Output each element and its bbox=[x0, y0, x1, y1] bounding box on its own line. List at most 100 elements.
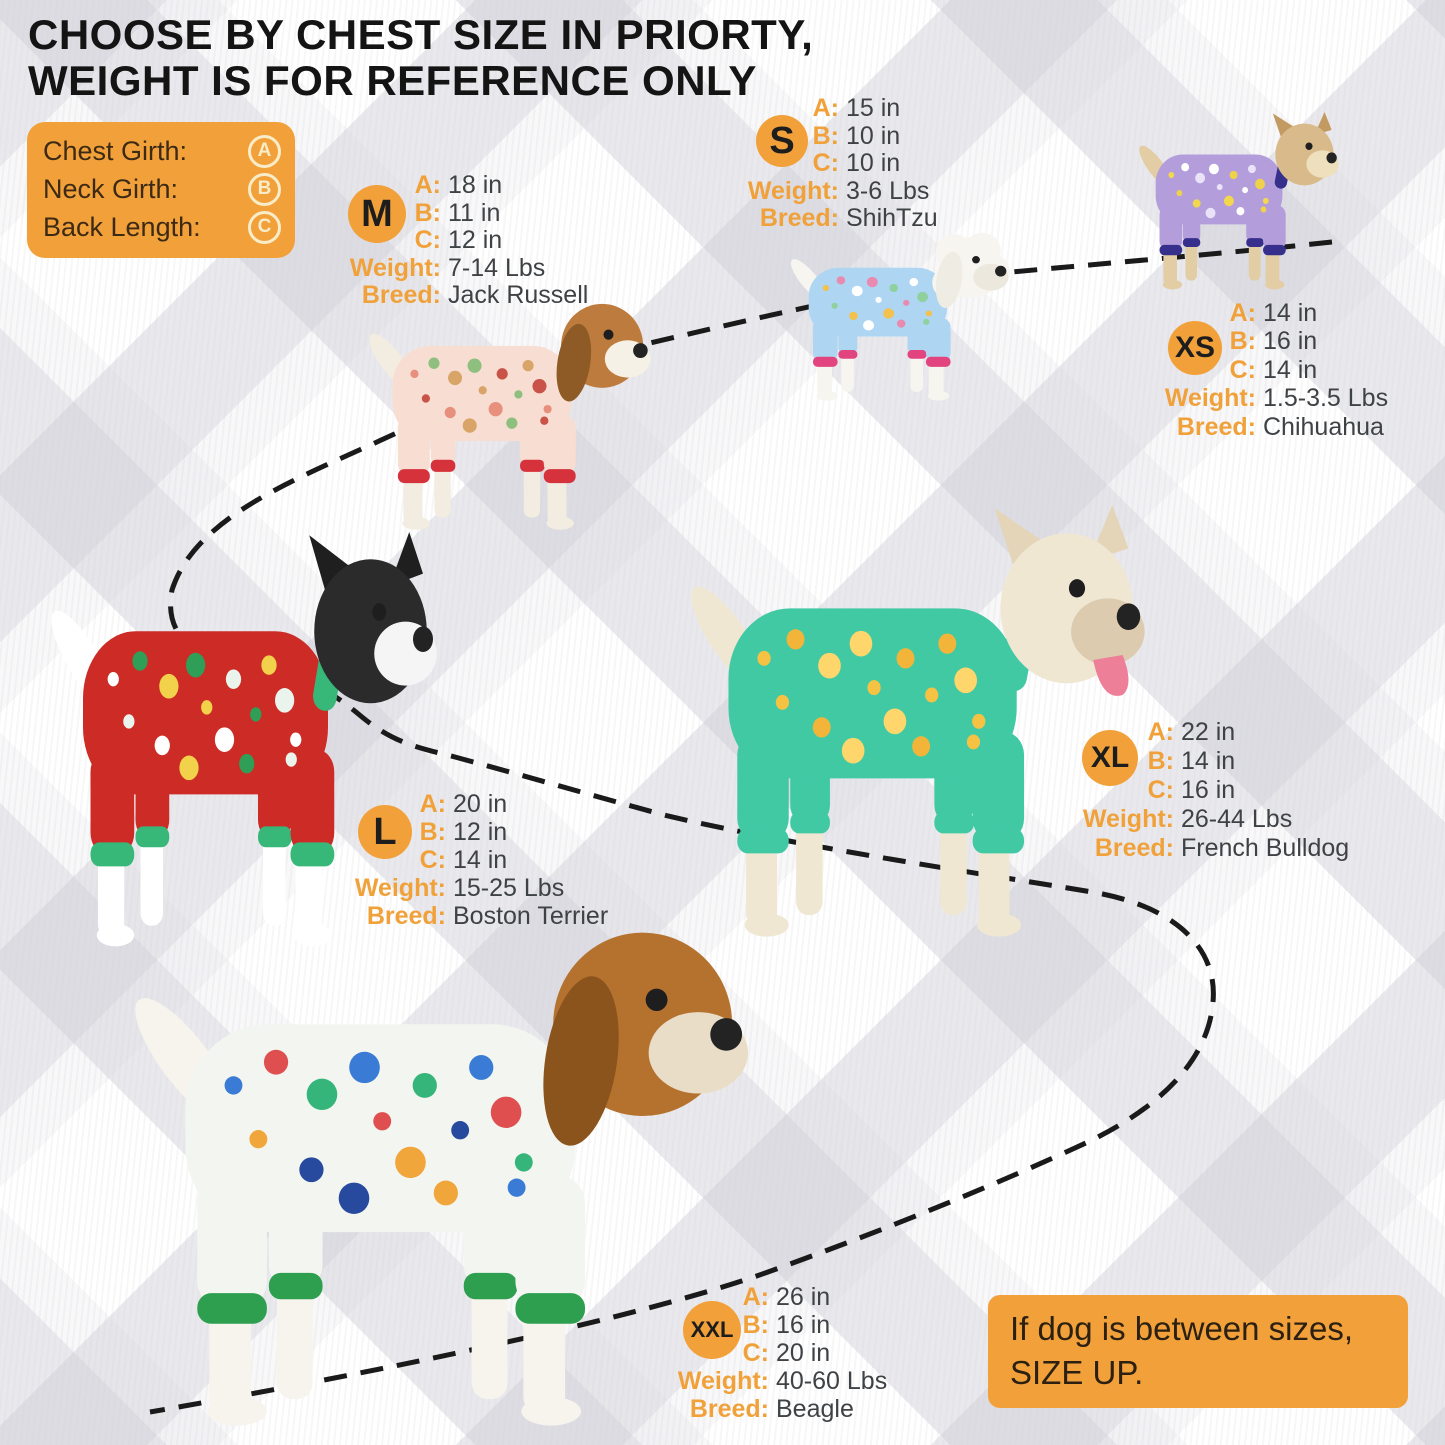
spec-row-back-length: C: 14 in bbox=[1147, 356, 1388, 385]
sizing-note: If dog is between sizes, SIZE UP. bbox=[988, 1295, 1408, 1409]
circled-b-icon: B bbox=[248, 172, 281, 206]
spec-row-chest-girth: A: 26 in bbox=[660, 1283, 887, 1311]
size-spec-l: A: 20 in B: 12 in C: 14 in Weight: 15-25 Lbs Bre… bbox=[337, 790, 608, 930]
spec-label-breed: Breed: bbox=[1094, 834, 1174, 862]
spec-value-neck-girth: 10 in bbox=[846, 121, 901, 150]
spec-value-chest-girth: 18 in bbox=[448, 171, 503, 200]
spec-row-breed: Breed: Chihuahua bbox=[1147, 413, 1388, 442]
spec-label-neck-girth: B: bbox=[1147, 747, 1174, 775]
dog-photo-m-jack-russell bbox=[345, 288, 655, 540]
spec-value-chest-girth: 14 in bbox=[1263, 298, 1318, 327]
size-spec-xxl: A: 26 in B: 16 in C: 20 in Weight: 40-60 Lbs Bre… bbox=[660, 1283, 887, 1423]
spec-row-back-length: C: 20 in bbox=[660, 1339, 887, 1367]
spec-value-breed: Beagle bbox=[776, 1394, 854, 1423]
spec-label-neck-girth: B: bbox=[812, 121, 839, 150]
spec-label-chest-girth: A: bbox=[742, 1282, 769, 1311]
legend-row-chest: Chest Girth: A bbox=[43, 132, 281, 170]
dog-photo-xl-french-bulldog bbox=[652, 505, 1152, 955]
spec-label-chest-girth: A: bbox=[414, 171, 441, 200]
legend-label: Chest Girth: bbox=[43, 135, 188, 166]
size-badge-xl: XL bbox=[1082, 730, 1138, 786]
circled-c-icon: C bbox=[248, 210, 281, 244]
spec-label-breed: Breed: bbox=[689, 1394, 769, 1423]
spec-value-back-length: 16 in bbox=[1181, 776, 1236, 804]
spec-row-neck-girth: B: 12 in bbox=[337, 818, 608, 846]
legend-label: Back Length: bbox=[43, 211, 201, 242]
spec-row-weight: Weight: 15-25 Lbs bbox=[337, 874, 608, 902]
size-spec-m: A: 18 in B: 11 in C: 12 in Weight: 7-14 Lbs Bree… bbox=[332, 171, 589, 310]
spec-label-back-length: C: bbox=[1147, 776, 1174, 804]
spec-label-neck-girth: B: bbox=[1229, 327, 1256, 356]
spec-value-breed: ShihTzu bbox=[846, 204, 938, 233]
spec-value-back-length: 20 in bbox=[776, 1338, 831, 1367]
spec-value-breed: French Bulldog bbox=[1181, 834, 1350, 862]
spec-label-neck-girth: B: bbox=[414, 198, 441, 227]
spec-value-neck-girth: 16 in bbox=[776, 1310, 831, 1339]
spec-row-neck-girth: B: 11 in bbox=[332, 198, 588, 228]
size-badge-s: S bbox=[756, 115, 808, 167]
spec-label-weight: Weight: bbox=[349, 253, 441, 282]
size-badge-m: M bbox=[348, 185, 406, 243]
spec-row-breed: Breed: Boston Terrier bbox=[337, 902, 608, 930]
spec-label-breed: Breed: bbox=[366, 901, 446, 930]
size-spec-xs: A: 14 in B: 16 in C: 14 in Weight: 1.5-3.5 Lbs B… bbox=[1147, 299, 1388, 442]
spec-value-neck-girth: 14 in bbox=[1181, 747, 1236, 775]
spec-row-back-length: C: 10 in bbox=[730, 149, 938, 178]
spec-value-neck-girth: 16 in bbox=[1263, 327, 1318, 356]
size-badge-xs: XS bbox=[1168, 321, 1222, 375]
spec-value-breed: Jack Russell bbox=[448, 281, 589, 310]
spec-value-weight: 26-44 Lbs bbox=[1181, 805, 1293, 833]
page-title: CHOOSE BY CHEST SIZE IN PRIORTY, WEIGHT … bbox=[28, 11, 814, 105]
spec-row-back-length: C: 12 in bbox=[332, 226, 588, 255]
spec-row-breed: Breed: French Bulldog bbox=[1065, 834, 1349, 863]
spec-label-breed: Breed: bbox=[1176, 412, 1256, 441]
spec-value-back-length: 10 in bbox=[846, 149, 901, 178]
measurement-legend: Chest Girth: A Neck Girth: B Back Length… bbox=[27, 122, 295, 258]
spec-label-back-length: C: bbox=[812, 149, 839, 178]
spec-row-chest-girth: A: 22 in bbox=[1065, 718, 1349, 747]
size-spec-xl: A: 22 in B: 14 in C: 16 in Weight: 26-44 Lbs Bre… bbox=[1065, 718, 1349, 863]
size-badge-xxl: XXL bbox=[683, 1301, 741, 1359]
spec-row-neck-girth: B: 16 in bbox=[1147, 327, 1388, 357]
legend-label: Neck Girth: bbox=[43, 173, 179, 204]
spec-value-weight: 1.5-3.5 Lbs bbox=[1263, 384, 1389, 413]
size-badge-l: L bbox=[358, 805, 412, 859]
spec-label-back-length: C: bbox=[1229, 355, 1256, 384]
spec-row-back-length: C: 14 in bbox=[337, 846, 608, 874]
spec-row-breed: Breed: Jack Russell bbox=[332, 281, 589, 310]
spec-row-back-length: C: 16 in bbox=[1065, 776, 1349, 805]
spec-value-chest-girth: 15 in bbox=[846, 94, 901, 123]
legend-row-neck: Neck Girth: B bbox=[43, 170, 281, 208]
spec-value-weight: 15-25 Lbs bbox=[453, 873, 565, 902]
spec-label-weight: Weight: bbox=[677, 1366, 769, 1395]
spec-row-weight: Weight: 7-14 Lbs bbox=[332, 253, 588, 283]
dog-photo-s-shihtzu bbox=[772, 226, 1012, 408]
spec-label-weight: Weight: bbox=[1082, 805, 1174, 833]
dog-photo-xs-chihuahua bbox=[1122, 112, 1342, 297]
spec-value-weight: 40-60 Lbs bbox=[776, 1366, 888, 1395]
spec-value-neck-girth: 11 in bbox=[448, 198, 501, 227]
spec-row-breed: Breed: ShihTzu bbox=[730, 204, 938, 233]
spec-label-weight: Weight: bbox=[354, 873, 446, 902]
title-line-2: WEIGHT IS FOR REFERENCE ONLY bbox=[28, 57, 757, 105]
spec-label-neck-girth: B: bbox=[742, 1310, 769, 1339]
spec-row-neck-girth: B: 14 in bbox=[1065, 747, 1349, 776]
spec-value-weight: 7-14 Lbs bbox=[448, 253, 546, 282]
legend-row-back: Back Length: C bbox=[43, 208, 281, 246]
circled-a-icon: A bbox=[248, 134, 281, 168]
spec-row-chest-girth: A: 14 in bbox=[1147, 299, 1388, 328]
spec-row-chest-girth: A: 15 in bbox=[730, 94, 938, 123]
spec-value-back-length: 12 in bbox=[448, 226, 503, 255]
spec-row-neck-girth: B: 10 in bbox=[730, 121, 938, 151]
dog-photo-l-boston-terrier bbox=[18, 532, 443, 964]
title-line-1: CHOOSE BY CHEST SIZE IN PRIORTY, bbox=[28, 11, 814, 58]
spec-label-back-length: C: bbox=[419, 845, 446, 874]
note-line-2: SIZE UP. bbox=[1010, 1353, 1144, 1391]
spec-value-neck-girth: 12 in bbox=[453, 817, 508, 846]
spec-row-chest-girth: A: 20 in bbox=[337, 790, 608, 818]
spec-label-chest-girth: A: bbox=[812, 94, 839, 123]
spec-value-chest-girth: 22 in bbox=[1181, 718, 1236, 746]
dog-photo-xxl-beagle bbox=[82, 898, 758, 1445]
spec-value-chest-girth: 20 in bbox=[453, 789, 508, 818]
